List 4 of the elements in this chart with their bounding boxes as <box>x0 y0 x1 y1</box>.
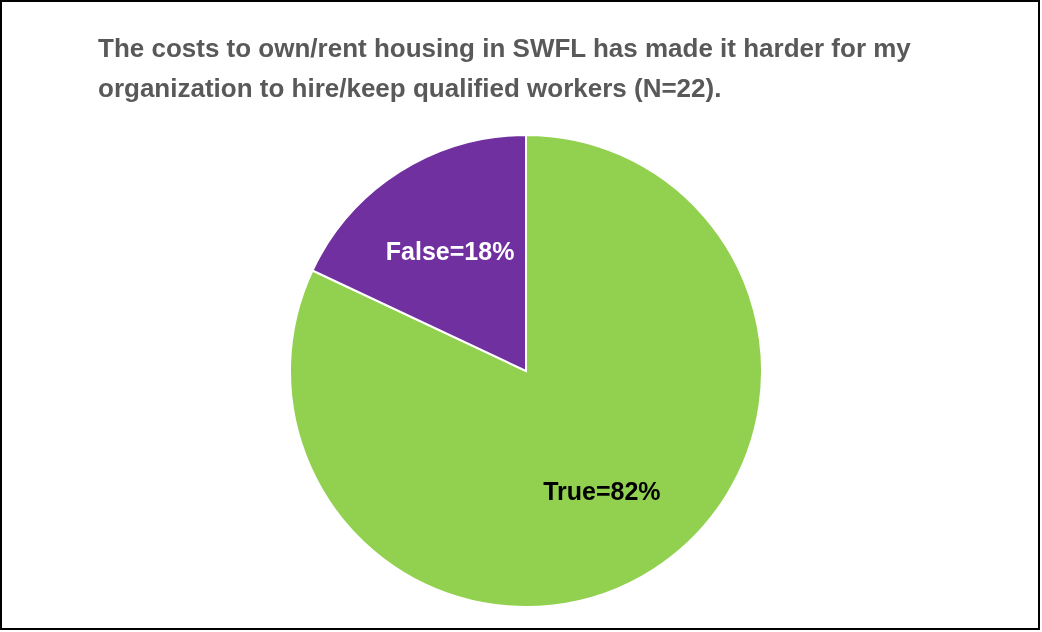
pie-slice <box>289 134 763 608</box>
chart-title: The costs to own/rent housing in SWFL has made it harder for my organization to hire/keep qualified workers (N=22). <box>98 32 912 105</box>
slice-label: False=18% <box>385 237 515 266</box>
slice-label: True=82% <box>543 476 661 505</box>
